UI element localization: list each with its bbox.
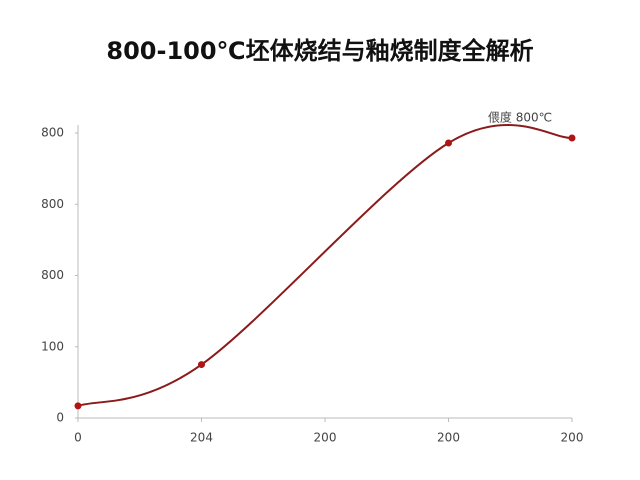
point	[198, 361, 205, 369]
x-tick-label: 200	[437, 431, 460, 445]
point	[445, 139, 452, 147]
y-tick-label: 800	[41, 197, 64, 211]
y-tick-label: 0	[56, 411, 64, 425]
x-tick-label: 204	[190, 431, 213, 445]
x-tick-label: 200	[314, 431, 337, 445]
y-tick-label: 800	[41, 268, 64, 282]
y-tick-label: 100	[41, 339, 64, 353]
point	[568, 134, 576, 142]
x-tick-label: 0	[74, 431, 82, 445]
x-tick-label: 200	[561, 431, 584, 445]
annotation: 偎度 800℃	[488, 110, 552, 125]
chart-title: 800-100℃坯体烧结与釉烧制度全解析	[106, 37, 533, 65]
line	[77, 124, 573, 407]
y-tick-label: 800	[41, 126, 64, 140]
point	[74, 402, 82, 410]
